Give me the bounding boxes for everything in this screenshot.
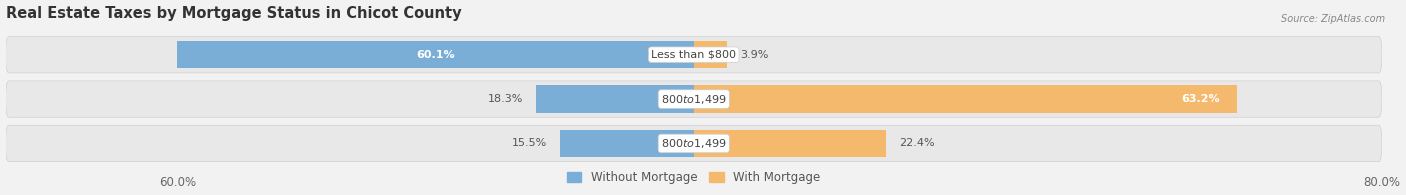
Text: Real Estate Taxes by Mortgage Status in Chicot County: Real Estate Taxes by Mortgage Status in … [6,5,461,20]
Text: 63.2%: 63.2% [1181,94,1220,104]
Bar [536,85,693,113]
Text: $800 to $1,499: $800 to $1,499 [661,93,727,105]
FancyBboxPatch shape [6,81,1382,117]
Text: 18.3%: 18.3% [488,94,523,104]
FancyBboxPatch shape [6,125,1382,162]
Bar [561,130,693,157]
Text: 3.9%: 3.9% [740,50,769,60]
Bar [177,41,693,68]
Bar [693,41,727,68]
Text: $800 to $1,499: $800 to $1,499 [661,137,727,150]
Bar [693,85,1237,113]
Text: Source: ZipAtlas.com: Source: ZipAtlas.com [1281,14,1385,24]
Text: 60.1%: 60.1% [416,50,454,60]
FancyBboxPatch shape [6,36,1382,73]
Legend: Without Mortgage, With Mortgage: Without Mortgage, With Mortgage [567,171,820,184]
Text: Less than $800: Less than $800 [651,50,737,60]
Text: 22.4%: 22.4% [900,138,935,148]
Bar [693,130,886,157]
Text: 15.5%: 15.5% [512,138,547,148]
